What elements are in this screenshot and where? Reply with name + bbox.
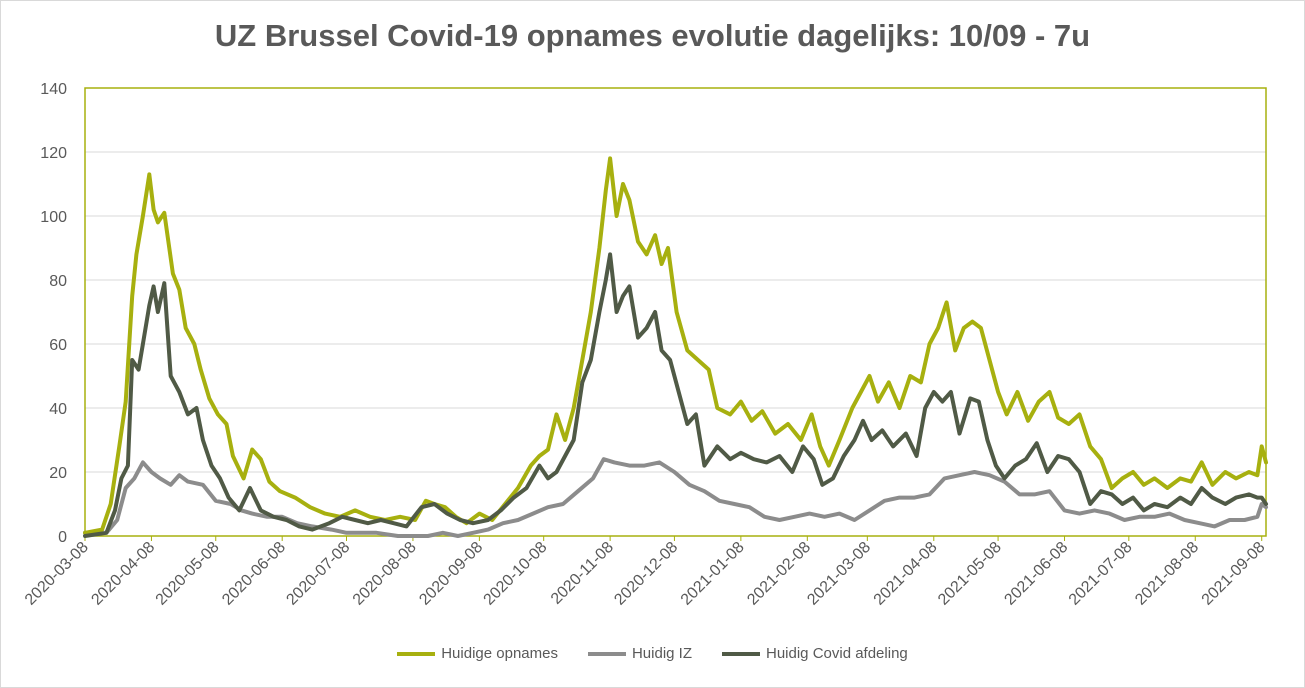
x-tick-label: 2020-04-08 (88, 539, 158, 609)
x-tick-label: 2020-06-08 (219, 539, 289, 609)
legend-label: Huidige opnames (441, 645, 558, 662)
series-line-huidig-covid-afdeling (83, 252, 1268, 538)
x-tick-label: 2021-08-08 (1132, 539, 1202, 609)
chart-title: UZ Brussel Covid-19 opnames evolutie dag… (214, 18, 1091, 53)
legend-swatch (722, 651, 760, 656)
y-tick-label: 40 (49, 401, 67, 418)
x-tick-label: 2021-06-08 (1001, 539, 1071, 609)
y-tick-label: 100 (40, 209, 67, 226)
legend-item-huidig-covid-afdeling: Huidig Covid afdeling (722, 645, 908, 662)
legend-item-huidige-opnames: Huidige opnames (397, 645, 558, 662)
x-tick-label: 2021-07-08 (1066, 539, 1136, 609)
x-tick-label: 2020-05-08 (153, 539, 223, 609)
y-tick-label: 20 (49, 465, 67, 482)
y-tick-label: 80 (49, 273, 67, 290)
x-tick-label: 2021-03-08 (804, 539, 874, 609)
x-tick-label: 2021-05-08 (935, 539, 1005, 609)
x-tick-label: 2021-02-08 (744, 539, 814, 609)
x-tick-label: 2020-09-08 (416, 539, 486, 609)
legend-item-huidig-iz: Huidig IZ (587, 645, 692, 662)
legend-label: Huidig IZ (631, 645, 692, 662)
y-tick-label: 120 (40, 145, 67, 162)
x-tick-label: 2020-08-08 (350, 539, 420, 609)
x-tick-label: 2020-07-08 (283, 539, 353, 609)
legend-swatch (587, 651, 626, 656)
y-tick-label: 0 (58, 529, 67, 546)
x-tick-label: 2021-09-08 (1199, 539, 1269, 609)
x-tick-label: 2020-11-08 (548, 539, 617, 608)
x-tick-label: 2020-10-08 (481, 539, 551, 609)
x-tick-label: 2020-03-08 (22, 539, 92, 609)
y-tick-label: 60 (49, 337, 67, 354)
legend-label: Huidig Covid afdeling (766, 645, 908, 662)
x-tick-label: 2021-04-08 (871, 539, 941, 609)
y-tick-label: 140 (40, 81, 67, 98)
x-tick-label: 2020-12-08 (611, 539, 681, 609)
x-tick-label: 2021-01-08 (678, 539, 748, 609)
series-line-huidige-opnames (83, 156, 1268, 535)
chart-legend: Huidige opnames Huidig IZ Huidig Covid a… (0, 645, 1305, 662)
plot-area-border (84, 87, 1267, 537)
legend-swatch (397, 651, 436, 656)
